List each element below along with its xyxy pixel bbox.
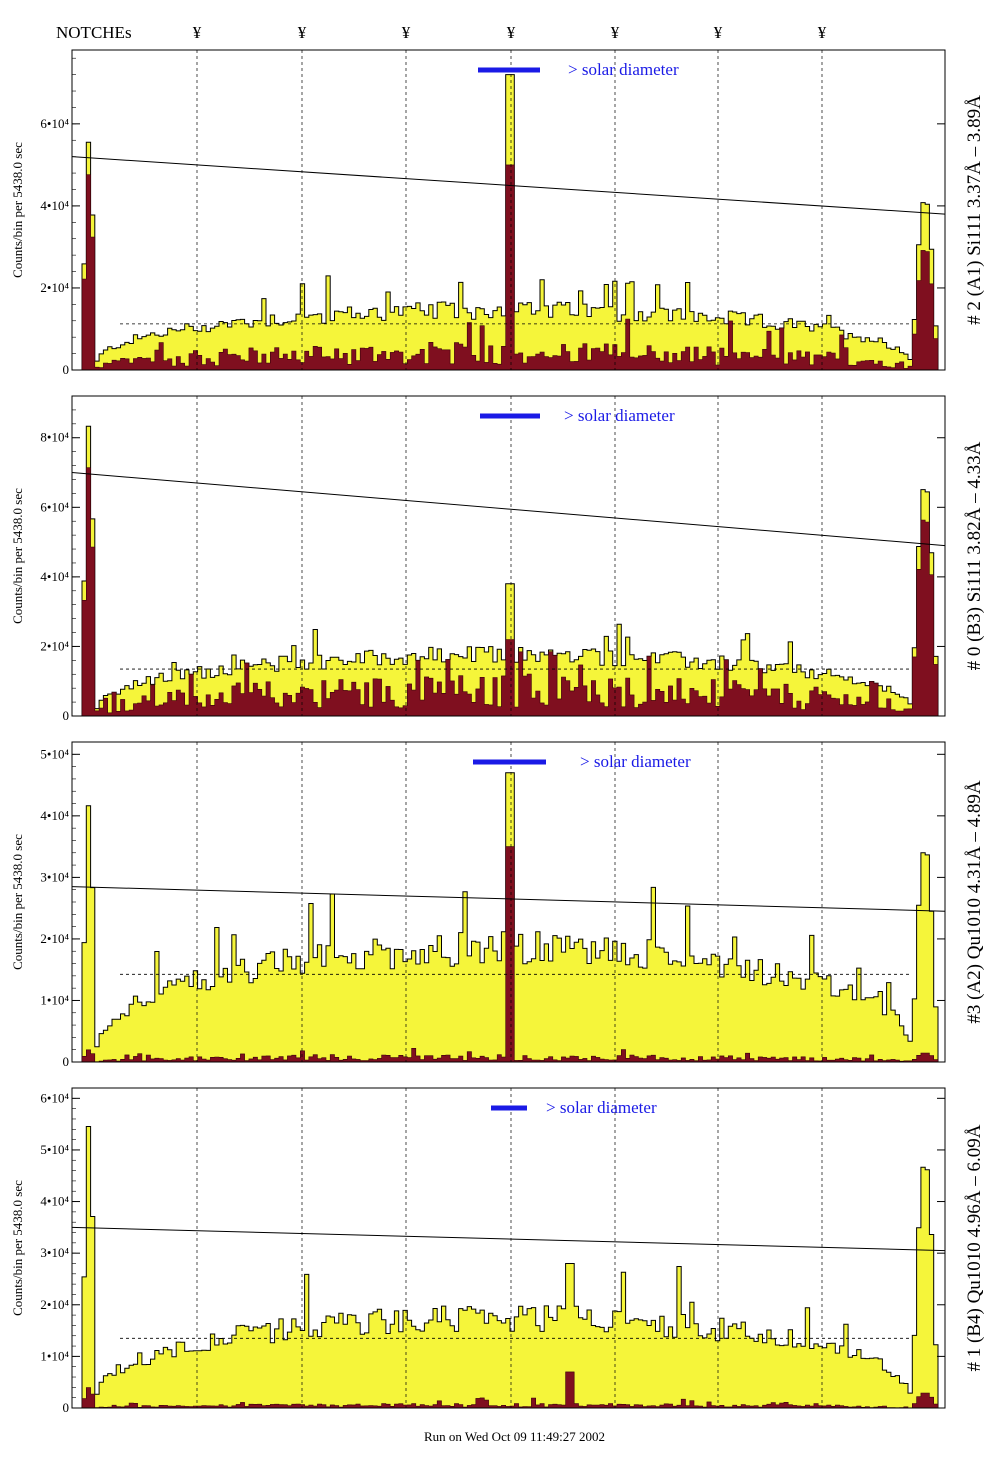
y-tick-label: 4•10⁴ — [40, 198, 69, 213]
y-tick-label: 4•10⁴ — [40, 808, 69, 823]
notch-marker: ¥ — [298, 23, 307, 42]
panel-b3-si111: 0 2•10⁴ 4•10⁴ 6•10⁴ 8•10⁴ > solar diameter C… — [10, 395, 985, 723]
y-tick-label: 3•10⁴ — [40, 1245, 69, 1260]
y-tick-label: 6•10⁴ — [40, 1090, 69, 1105]
solar-diameter-label: > solar diameter — [546, 1098, 657, 1117]
y-tick-label: 0 — [63, 1400, 70, 1415]
y-tick-label: 1•10⁴ — [40, 992, 69, 1007]
y-tick-label: 8•10⁴ — [40, 430, 69, 445]
y-tick-label: 0 — [63, 708, 70, 723]
y-axis-label: Counts/bin per 5438.0 sec — [10, 488, 25, 624]
notch-marker: ¥ — [507, 23, 516, 42]
notch-marker: ¥ — [402, 23, 411, 42]
plot-frame — [71, 741, 946, 1063]
plot-frame — [71, 1087, 946, 1409]
y-tick-label: 0 — [63, 1054, 70, 1069]
y-tick-label: 2•10⁴ — [40, 931, 69, 946]
trend-line — [71, 886, 946, 912]
panel-label: # 0 (B3) Si111 3.82Å – 4.33Å — [964, 441, 985, 670]
line-counts-histogram — [81, 1371, 939, 1409]
y-tick-label: 2•10⁴ — [40, 1297, 69, 1312]
notch-marker: ¥ — [818, 23, 827, 42]
y-tick-label: 0 — [63, 362, 70, 377]
y-tick-label: 2•10⁴ — [40, 280, 69, 295]
panel-b4-qu1010: 0 1•10⁴ 2•10⁴ 3•10⁴ 4•10⁴ 5•10⁴ 6•10⁴ > solar … — [10, 1087, 985, 1415]
line-counts-histogram — [81, 467, 939, 717]
y-tick-label: 4•10⁴ — [40, 569, 69, 584]
solar-diameter-label: > solar diameter — [580, 752, 691, 771]
panel-label: # 2 (A1) Si111 3.37Å – 3.89Å — [964, 95, 985, 325]
y-tick-label: 6•10⁴ — [40, 499, 69, 514]
y-axis-label: Counts/bin per 5438.0 sec — [10, 1180, 25, 1316]
notch-marker: ¥ — [611, 23, 620, 42]
trend-line — [71, 156, 946, 215]
plot-frame — [71, 395, 946, 717]
line-counts-histogram — [81, 846, 939, 1063]
notches-label: NOTCHEs — [56, 23, 132, 42]
notch-marker: ¥ — [193, 23, 202, 42]
panel-a2-qu1010: 0 1•10⁴ 2•10⁴ 3•10⁴ 4•10⁴ 5•10⁴ > solar diame… — [10, 741, 985, 1069]
y-tick-label: 4•10⁴ — [40, 1194, 69, 1209]
y-tick-label: 2•10⁴ — [40, 638, 69, 653]
notch-marker: ¥ — [714, 23, 723, 42]
panel-a1-si111: 0 2•10⁴ 4•10⁴ 6•10⁴ > solar diameter Counts… — [10, 49, 985, 377]
trend-line — [71, 472, 946, 547]
y-tick-label: 5•10⁴ — [40, 1142, 69, 1157]
y-tick-label: 1•10⁴ — [40, 1348, 69, 1363]
y-tick-label: 6•10⁴ — [40, 116, 69, 131]
plot-frame — [71, 49, 946, 371]
panel-label: # 1 (B4) Qu1010 4.96Å – 6.09Å — [964, 1124, 985, 1371]
notch-markers: ¥ ¥ ¥ ¥ ¥ ¥ ¥ — [193, 23, 827, 42]
y-axis-label: Counts/bin per 5438.0 sec — [10, 834, 25, 970]
solar-diameter-label: > solar diameter — [564, 406, 675, 425]
run-timestamp: Run on Wed Oct 09 11:49:27 2002 — [424, 1429, 605, 1444]
solar-diameter-label: > solar diameter — [568, 60, 679, 79]
trend-line — [71, 1226, 946, 1252]
y-axis-label: Counts/bin per 5438.0 sec — [10, 142, 25, 278]
y-tick-label: 3•10⁴ — [40, 869, 69, 884]
total-counts-histogram — [81, 1126, 939, 1409]
y-tick-label: 5•10⁴ — [40, 746, 69, 761]
line-counts-histogram — [81, 164, 939, 371]
panel-label: #3 (A2) Qu1010 4.31Å – 4.89Å — [964, 780, 985, 1024]
